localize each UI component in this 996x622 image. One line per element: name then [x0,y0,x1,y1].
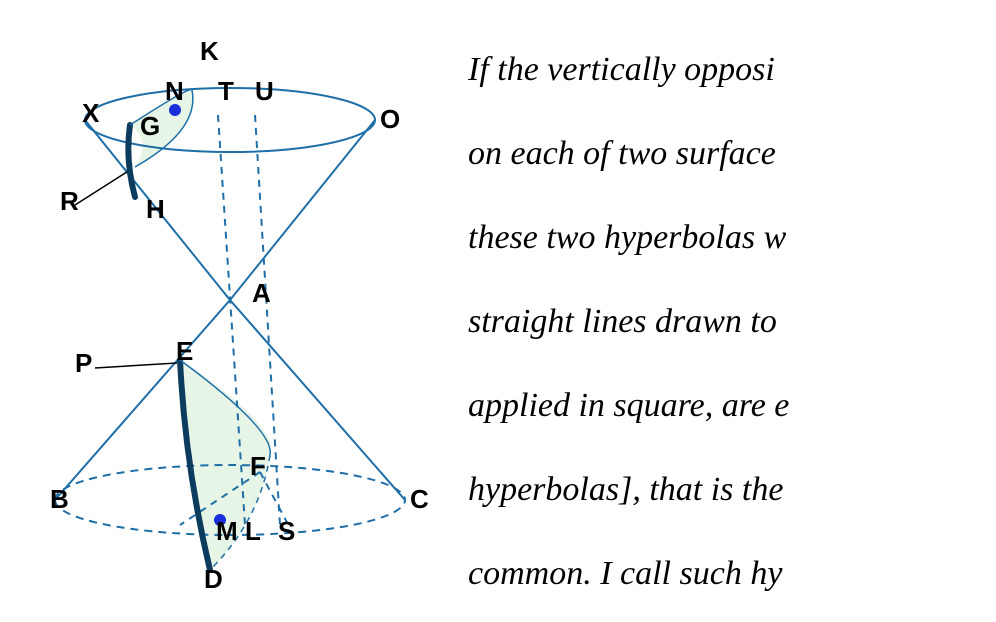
label-D: D [204,564,223,594]
page-container: KN TU X G O R H A E P F B C MLS D If the vertically op… [0,0,996,622]
prose-line-0: If the vertically opposi [468,28,996,112]
hyperbola-branch-top [128,125,135,197]
leader-R [75,170,130,205]
label-P: P [75,348,92,378]
prose-line-3: straight lines drawn to [468,280,996,364]
label-G: G [140,111,160,141]
prose-line-6: common. I call such hy [468,532,996,616]
label-L: L [245,516,261,546]
prose-line-4: applied in square, are e [468,364,996,448]
label-N: N [165,76,184,106]
label-K: K [200,36,219,66]
label-E: E [176,336,193,366]
label-U: U [255,76,274,106]
prose-column: If the vertically opposion each of two s… [468,28,996,616]
prose-line-2: these two hyperbolas w [468,196,996,280]
label-O: O [380,104,400,134]
label-A: A [252,278,271,308]
prose-line-1: on each of two surface [468,112,996,196]
label-B: B [50,484,69,514]
label-H: H [146,194,165,224]
label-X: X [82,98,100,128]
label-C: C [410,484,429,514]
label-F: F [250,451,266,481]
prose-line-5: hyperbolas], that is the [468,448,996,532]
label-M: M [216,516,238,546]
label-S: S [278,516,295,546]
leader-P [95,363,177,368]
conic-diagram: KN TU X G O R H A E P F B C MLS D [0,0,470,622]
label-T: T [218,76,234,106]
label-R: R [60,186,79,216]
